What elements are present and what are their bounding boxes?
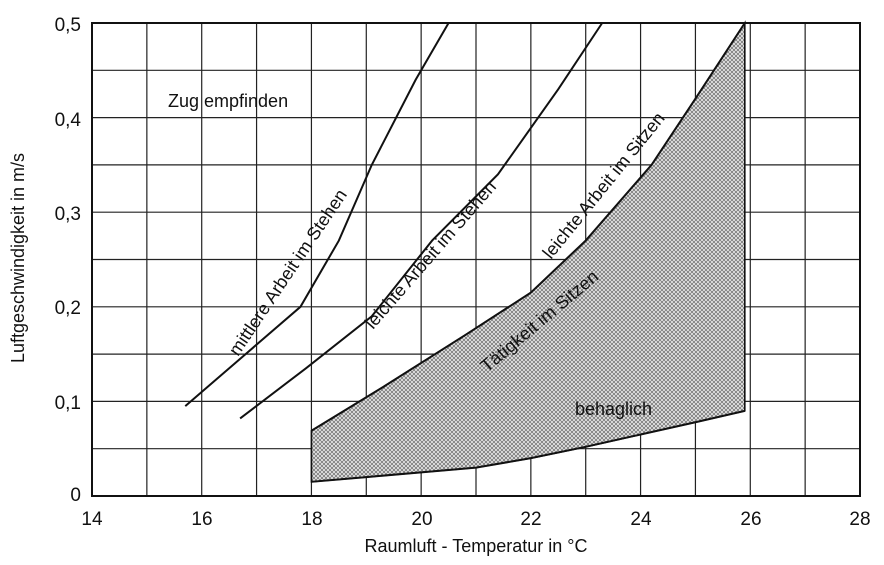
annotation-behaglich: behaglich xyxy=(575,399,652,419)
shaded-area-layer xyxy=(310,20,746,483)
series-layer xyxy=(184,22,746,483)
series-line-mittlere-arbeit-im-stehen xyxy=(184,22,450,407)
shaded-region-taetigkeit-im-sitzen xyxy=(310,20,746,483)
series-line-behaglich xyxy=(311,409,746,483)
x-tick-label: 16 xyxy=(191,509,212,530)
plot-frame xyxy=(91,22,861,497)
series-line-leichte-arbeit-im-stehen xyxy=(239,22,604,420)
y-tick-label: 0,1 xyxy=(55,393,81,414)
x-tick-label: 22 xyxy=(520,509,541,530)
y-tick-label: 0,2 xyxy=(55,298,81,319)
x-tick-label: 26 xyxy=(740,509,761,530)
x-tick-label: 24 xyxy=(630,509,652,530)
series-line-leichte-arbeit-im-sitzen xyxy=(310,22,746,432)
y-tick-label: 0,4 xyxy=(55,110,82,131)
x-axis-label: Raumluft - Temperatur in °C xyxy=(365,536,588,556)
y-tick-label: 0,3 xyxy=(55,204,81,225)
axis-layer xyxy=(91,22,861,497)
y-axis-label: Luftgeschwindigkeit in m/s xyxy=(8,153,28,363)
y-tick-label: 0,5 xyxy=(55,15,81,36)
x-tick-label: 14 xyxy=(81,509,103,530)
y-tick-label: 0 xyxy=(70,485,81,506)
annotation-leichte-arbeit-im-stehen: leichte Arbeit im Stehen xyxy=(361,177,500,333)
annotation-mittlere-arbeit-im-stehen: mittlere Arbeit im Stehen xyxy=(225,185,351,359)
annotation-zug-empfinden: Zug empfinden xyxy=(168,91,288,111)
x-tick-label: 20 xyxy=(411,509,432,530)
x-tick-label: 18 xyxy=(301,509,322,530)
x-tick-label: 28 xyxy=(849,509,870,530)
